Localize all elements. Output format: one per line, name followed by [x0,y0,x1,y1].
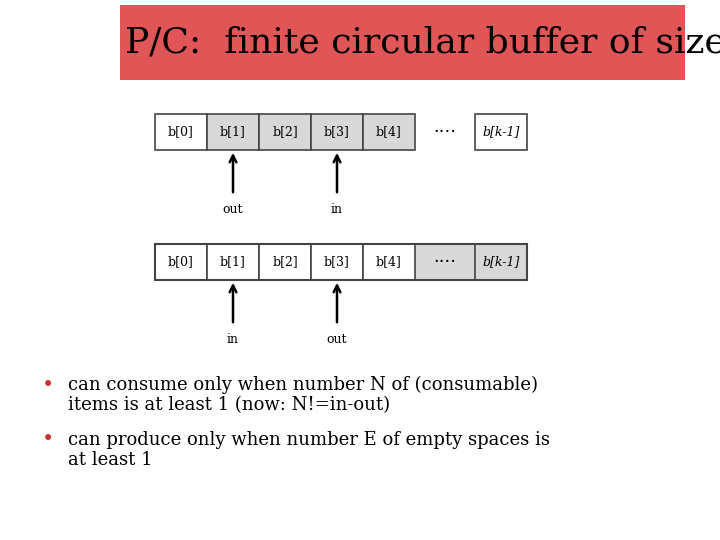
Text: b[k-1]: b[k-1] [482,255,520,268]
Bar [363,114,415,150]
Text: b[4]: b[4] [376,255,402,268]
Bar [155,114,207,150]
Text: b[0]: b[0] [168,255,194,268]
Text: b[0]: b[0] [168,125,194,138]
Text: out: out [327,333,347,346]
Bar [311,244,363,280]
Text: •: • [42,430,54,449]
Text: b[k-1]: b[k-1] [482,125,520,138]
Text: in: in [331,203,343,216]
Text: b[1]: b[1] [220,255,246,268]
Bar [311,114,363,150]
Bar [155,244,527,280]
Text: b[3]: b[3] [324,125,350,138]
Text: b[4]: b[4] [376,125,402,138]
Bar [120,5,685,80]
Text: b[3]: b[3] [324,255,350,268]
Text: ····: ···· [433,253,456,271]
Text: items is at least 1 (now: N!=in-out): items is at least 1 (now: N!=in-out) [68,396,390,414]
Bar [155,244,207,280]
Bar [259,244,311,280]
Text: can produce only when number E of empty spaces is: can produce only when number E of empty … [68,431,550,449]
Text: ····: ···· [433,123,456,141]
Text: out: out [222,203,243,216]
Text: in: in [227,333,239,346]
Bar [207,114,259,150]
Text: •: • [42,375,54,395]
Bar [363,244,415,280]
Text: P/C:  finite circular buffer of size k: P/C: finite circular buffer of size k [125,25,720,59]
Text: can consume only when number N of (consumable): can consume only when number N of (consu… [68,376,538,394]
Bar [475,244,527,280]
Bar [475,114,527,150]
Text: b[2]: b[2] [272,125,298,138]
Bar [155,244,527,280]
Bar [259,114,311,150]
Bar [207,244,259,280]
Text: at least 1: at least 1 [68,451,153,469]
Text: b[1]: b[1] [220,125,246,138]
Text: b[2]: b[2] [272,255,298,268]
